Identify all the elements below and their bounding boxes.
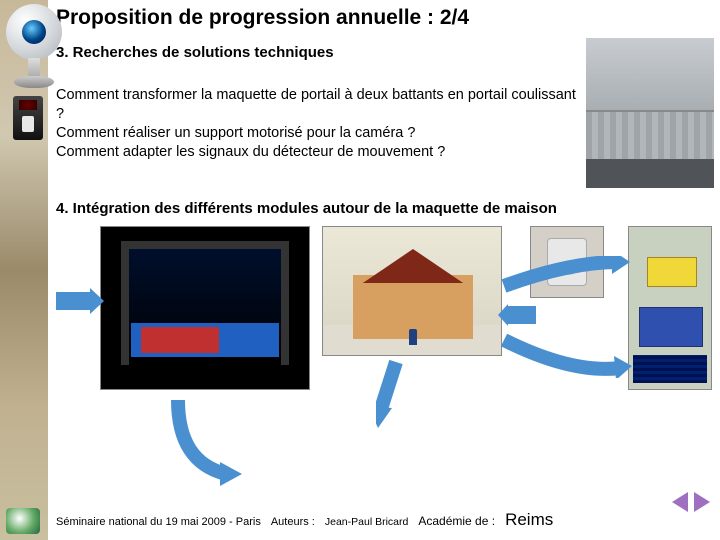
arrow-to-structure	[56, 288, 104, 314]
prev-button[interactable]	[672, 492, 688, 512]
arrow-to-sensor	[498, 304, 536, 326]
page-title: Proposition de progression annuelle : 2/…	[56, 6, 469, 30]
section-3-body: Comment transformer la maquette de porta…	[56, 86, 576, 161]
footer-academy-label: Académie de :	[418, 514, 495, 528]
footer-seminar: Séminaire national du 19 mai 2009 - Pari…	[56, 516, 261, 528]
gate-photo	[586, 38, 714, 188]
structure-image	[100, 226, 310, 390]
corner-decoration	[6, 508, 40, 534]
footer-authors: Jean-Paul Bricard	[325, 516, 408, 528]
lego-controller-image	[628, 226, 712, 390]
arrow-house-to-detector	[376, 358, 416, 428]
house-model-image	[322, 226, 502, 356]
footer-authors-label: Auteurs :	[271, 516, 315, 528]
section-4-heading: 4. Intégration des différents modules au…	[56, 200, 557, 217]
arrow-house-to-lego-bottom	[500, 334, 632, 378]
nav-buttons	[672, 492, 710, 512]
footer: Séminaire national du 19 mai 2009 - Pari…	[56, 510, 712, 530]
footer-academy: Reims	[505, 510, 553, 530]
arrow-to-webcam	[170, 392, 242, 488]
motion-sensor-image	[530, 226, 604, 298]
next-button[interactable]	[694, 492, 710, 512]
section-3-heading: 3. Recherches de solutions techniques	[56, 44, 334, 61]
